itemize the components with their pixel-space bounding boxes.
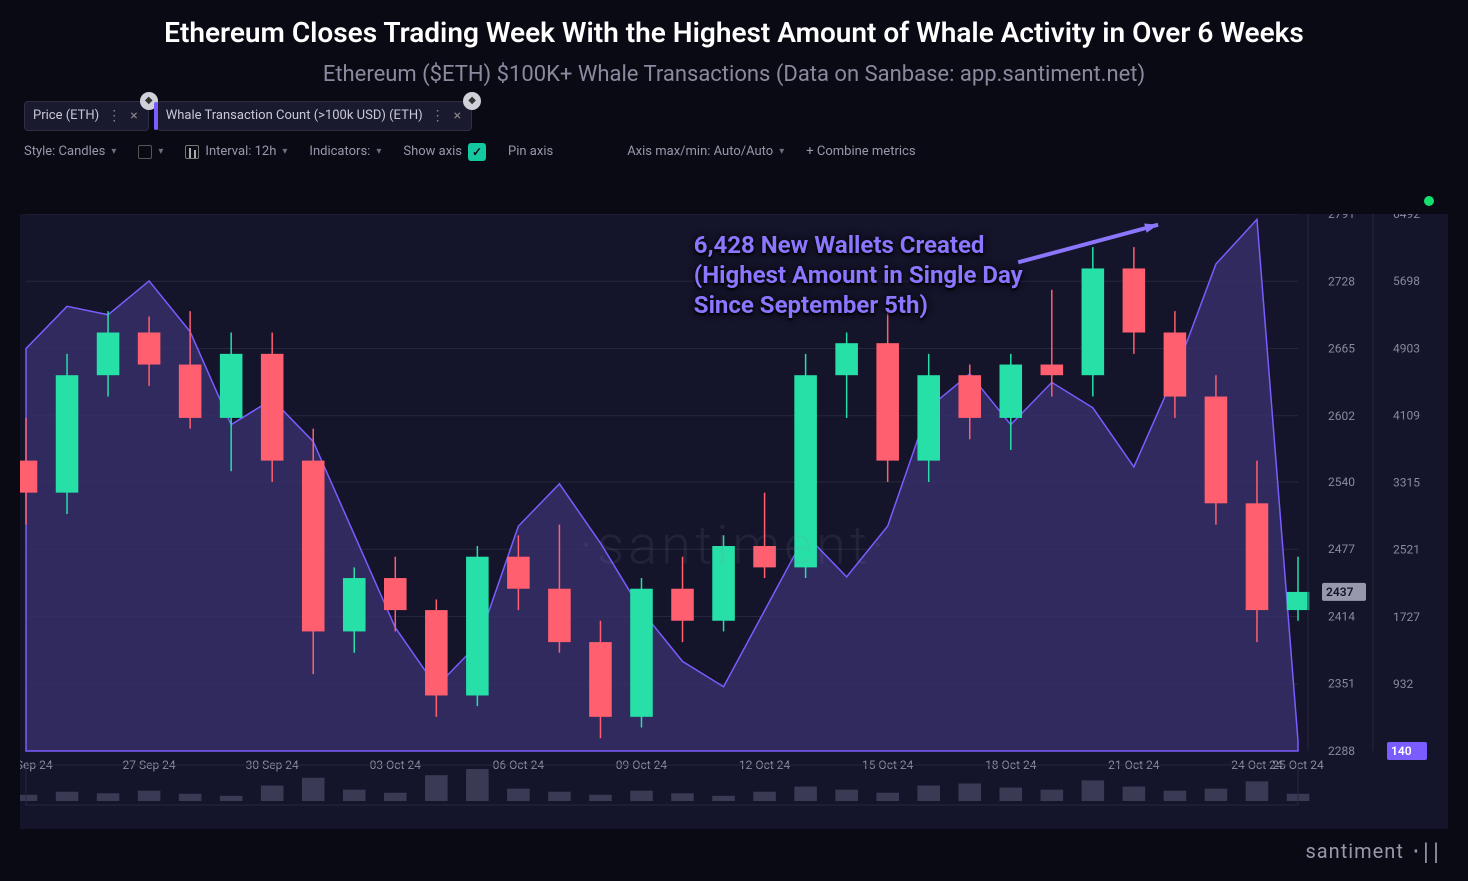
svg-text:2540: 2540	[1328, 475, 1355, 489]
svg-text:4903: 4903	[1393, 341, 1420, 355]
svg-text:932: 932	[1393, 677, 1413, 691]
svg-text:140: 140	[1391, 744, 1412, 758]
tab-menu-icon[interactable]: ⋮	[107, 108, 120, 124]
svg-text:2414: 2414	[1328, 609, 1355, 623]
square-icon	[138, 145, 152, 159]
live-status-icon	[1424, 196, 1434, 206]
tab-whale-count[interactable]: Whale Transaction Count (>100k USD) (ETH…	[157, 101, 472, 131]
svg-text:2602: 2602	[1328, 409, 1355, 423]
page-subtitle: Ethereum ($ETH) $100K+ Whale Transaction…	[0, 56, 1468, 97]
svg-text:1727: 1727	[1393, 610, 1420, 624]
axis-minmax-select[interactable]: Axis max/min: Auto/Auto▾	[627, 144, 784, 159]
pin-axis-button[interactable]: Pin axis	[508, 144, 553, 159]
tab-price-eth[interactable]: Price (ETH) ⋮ × ◆	[24, 101, 149, 131]
tab-label: Whale Transaction Count (>100k USD) (ETH…	[166, 108, 423, 123]
checkbox-on-icon: ✓	[468, 143, 486, 161]
pause-icon: ·||	[1410, 839, 1440, 863]
svg-text:3315: 3315	[1393, 476, 1420, 490]
chart-area[interactable]: 24 Sep 2427 Sep 2430 Sep 2403 Oct 2406 O…	[20, 214, 1448, 829]
svg-text:2791: 2791	[1328, 214, 1355, 221]
svg-text:2521: 2521	[1393, 543, 1420, 557]
style-select[interactable]: Style: Candles▾	[24, 144, 116, 159]
svg-text:6492: 6492	[1393, 214, 1420, 221]
brand-logo: santiment·||	[1305, 839, 1440, 863]
candle-icon	[185, 145, 199, 159]
close-icon[interactable]: ×	[452, 108, 463, 124]
chevron-down-icon: ▾	[779, 146, 784, 157]
page-title: Ethereum Closes Trading Week With the Hi…	[0, 0, 1468, 56]
chevron-down-icon: ▾	[158, 146, 163, 157]
chart-toolbar: Style: Candles▾ ▾ Interval: 12h▾ Indicat…	[0, 137, 1468, 171]
svg-text:5698: 5698	[1393, 274, 1420, 288]
indicators-select[interactable]: Indicators:▾	[309, 144, 381, 159]
interval-select[interactable]: Interval: 12h▾	[185, 144, 287, 159]
svg-text:2728: 2728	[1328, 274, 1355, 288]
tab-menu-icon[interactable]: ⋮	[431, 108, 444, 124]
chevron-down-icon: ▾	[282, 146, 287, 157]
svg-text:2351: 2351	[1328, 677, 1355, 691]
toggle-square[interactable]: ▾	[138, 145, 163, 159]
eth-badge-icon: ◆	[463, 92, 481, 110]
metric-tabs: Price (ETH) ⋮ × ◆ Whale Transaction Coun…	[0, 97, 1468, 137]
svg-text:2288: 2288	[1328, 744, 1355, 758]
svg-text:2437: 2437	[1326, 585, 1354, 599]
chevron-down-icon: ▾	[111, 146, 116, 157]
svg-text:2665: 2665	[1328, 342, 1355, 356]
combine-metrics-button[interactable]: + Combine metrics	[806, 144, 915, 159]
svg-text:2477: 2477	[1328, 542, 1355, 556]
show-axis-toggle[interactable]: Show axis ✓	[403, 143, 486, 161]
close-icon[interactable]: ×	[128, 108, 139, 124]
svg-text:4109: 4109	[1393, 408, 1420, 422]
tab-label: Price (ETH)	[33, 108, 99, 123]
chevron-down-icon: ▾	[376, 146, 381, 157]
